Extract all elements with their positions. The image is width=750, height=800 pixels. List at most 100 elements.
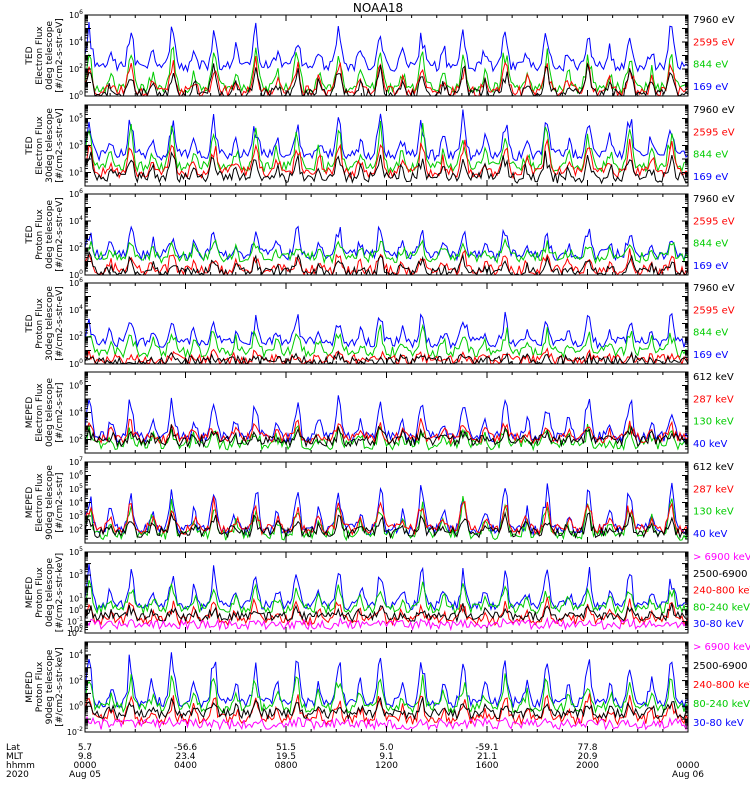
y-tick-base: 10 (69, 548, 79, 557)
legend-entry: 7960 eV (693, 105, 735, 116)
legend-entry: 80-240 keV (693, 602, 750, 613)
legend-entry: 2595 eV (693, 216, 735, 227)
y-axis-label-line: 0deg telescope (45, 558, 55, 628)
y-tick-base: 10 (67, 617, 77, 626)
y-tick-exponent: 7 (79, 456, 83, 463)
series-line-7960-ev (85, 150, 688, 185)
legend-entry: 844 eV (693, 150, 728, 161)
y-tick-base: 10 (69, 512, 79, 521)
y-tick-exponent: 4 (79, 304, 83, 311)
y-tick-label: 101 (69, 592, 83, 603)
y-axis-label-line: 90deg telescope (45, 465, 55, 540)
y-axis-label-line: [#/cm2-s-str-eV] (55, 18, 65, 93)
y-axis-label-line: [#/cm2-s-str] (55, 382, 65, 442)
y-tick-exponent: 0 (79, 90, 83, 97)
y-tick-base: 10 (69, 485, 79, 494)
x-tick-label-lat: 51.5 (276, 743, 296, 753)
y-tick-label: 100 (69, 358, 83, 369)
y-tick-base: 10 (69, 651, 79, 660)
series-line-844-ev (85, 120, 688, 175)
x-tick-label-mlt: 19.5 (276, 752, 296, 762)
legend-entry: 2595 eV (693, 37, 735, 48)
legend-entry: 40 keV (693, 439, 727, 450)
y-tick-label: 102 (69, 63, 83, 74)
x-tick-label-mlt: 21.1 (477, 752, 497, 762)
legend-entry: 240-800 keV (693, 586, 750, 597)
y-tick-label: 106 (69, 623, 83, 634)
x-tick-label-mlt: 20.9 (577, 752, 597, 762)
legend-entry: 130 keV (693, 417, 734, 428)
y-tick-exponent: 5 (79, 546, 83, 553)
x-axis-row-label: 2020 (6, 770, 29, 780)
y-tick-exponent: 6 (79, 9, 83, 16)
y-axis-label-line: 0deg telescope (45, 21, 55, 91)
y-tick-exponent: 3 (79, 569, 83, 576)
legend-entry: > 6900 keV (693, 642, 750, 653)
y-tick-exponent: 2 (79, 524, 83, 531)
y-tick-base: 10 (69, 65, 79, 74)
series-line-80-240-kev (85, 580, 688, 615)
legend-entry: 169 eV (693, 82, 728, 93)
series-line-612-kev (85, 424, 688, 448)
legend-entry: 844 eV (693, 60, 728, 71)
legend-entry: 130 keV (693, 507, 734, 518)
y-axis-label-line: MEPED (25, 487, 35, 519)
y-tick-label: 101 (69, 167, 83, 178)
y-tick-base: 10 (69, 115, 79, 124)
legend-entry: 612 keV (693, 462, 734, 473)
x-tick-label-lat: 5.0 (379, 743, 394, 753)
x-tick-label-mlt: 9.1 (379, 752, 393, 762)
y-axis-label-line: 30deg telescope (45, 286, 55, 361)
y-tick-exponent: 5 (79, 483, 83, 490)
series-line-2595-ev (85, 138, 688, 180)
y-tick-base: 10 (69, 571, 79, 580)
y-tick-base: 10 (69, 217, 79, 226)
x-tick-label-hhmm: 1200 (375, 761, 398, 771)
y-tick-exponent: 4 (79, 215, 83, 222)
y-tick-exponent: -2 (77, 726, 83, 733)
y-axis-label-line: TED (25, 314, 35, 333)
x-tick-label-hhmm: 0000 (74, 761, 97, 771)
y-axis-label-line: MEPED (25, 397, 35, 429)
panel-series (85, 564, 688, 632)
legend-entry: 612 keV (693, 372, 734, 383)
y-tick-exponent: 4 (79, 36, 83, 43)
y-axis-label-line: 90deg telescope (45, 649, 55, 724)
y-tick-label: 10-1 (67, 615, 83, 626)
series-line-30-80-kev (85, 652, 688, 709)
x-axis-row-label: MLT (6, 752, 24, 762)
y-tick-base: 10 (69, 625, 79, 634)
series-line-287-kev (85, 496, 688, 536)
legend-entry: 7960 eV (693, 283, 735, 294)
y-axis-label-line: [#/cm2-s-str-eV] (55, 108, 65, 183)
y-tick-base: 10 (69, 306, 79, 315)
x-tick-label-date: Aug 05 (69, 770, 101, 780)
y-tick-label: 104 (69, 215, 83, 226)
y-axis-label-line: 0deg telescope (45, 378, 55, 448)
series-line-40-kev (85, 482, 688, 537)
y-tick-base: 10 (69, 38, 79, 47)
legend-entry: 7960 eV (693, 194, 735, 205)
y-axis-label-line: [#/cm2-s-str-keV] (55, 647, 65, 726)
x-tick-label-hhmm: 0800 (275, 761, 298, 771)
y-tick-label: 102 (69, 331, 83, 342)
y-tick-label: 107 (69, 456, 83, 467)
y-tick-label: 106 (69, 380, 83, 391)
y-tick-label: 105 (69, 113, 83, 124)
y-tick-exponent: 6 (79, 277, 83, 284)
y-tick-base: 10 (69, 271, 79, 280)
y-tick-base: 10 (67, 629, 77, 638)
y-tick-label: 104 (69, 497, 83, 508)
legend-entry: 169 eV (693, 172, 728, 183)
y-axis-label-line: TED (25, 225, 35, 244)
y-axis-label-line: TED (25, 136, 35, 155)
y-tick-exponent: -2 (77, 627, 83, 634)
